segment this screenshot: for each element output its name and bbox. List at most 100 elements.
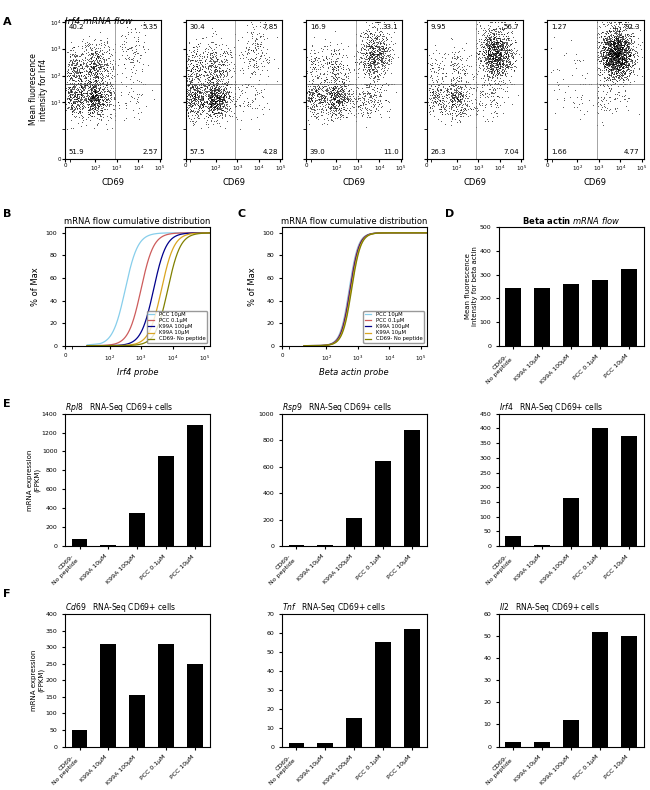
Point xyxy=(207,87,218,100)
Point xyxy=(599,52,610,65)
Point xyxy=(318,43,328,55)
Point xyxy=(272,62,283,74)
Point xyxy=(619,56,629,69)
Point xyxy=(189,89,200,102)
Point xyxy=(608,51,619,64)
Point xyxy=(95,98,105,111)
Point xyxy=(92,77,103,90)
Point xyxy=(611,43,621,55)
Point xyxy=(626,36,636,48)
Point xyxy=(618,56,629,69)
Point xyxy=(71,75,81,88)
Point xyxy=(346,88,357,100)
Point xyxy=(358,98,369,111)
Point xyxy=(88,84,99,96)
Point xyxy=(495,42,506,55)
Point xyxy=(495,72,505,85)
Point xyxy=(203,77,214,90)
Point xyxy=(87,95,98,107)
Point xyxy=(109,87,119,100)
Point xyxy=(610,16,620,28)
Point xyxy=(604,36,614,48)
Point xyxy=(186,74,196,87)
Point xyxy=(97,60,107,73)
Point xyxy=(483,46,493,58)
Point xyxy=(72,102,83,115)
Point xyxy=(611,39,621,51)
Point xyxy=(451,82,462,95)
Bar xyxy=(72,730,88,747)
PCC 10μM xyxy=(146,231,154,240)
Point xyxy=(214,109,225,122)
Point xyxy=(611,56,621,69)
Point xyxy=(500,49,510,62)
Point xyxy=(214,92,224,104)
Point xyxy=(379,36,389,49)
Point xyxy=(566,34,576,47)
Point xyxy=(88,77,99,90)
Point xyxy=(491,56,501,69)
Point xyxy=(94,51,104,64)
Point xyxy=(92,99,102,111)
Point xyxy=(216,93,227,106)
Point xyxy=(209,65,219,77)
Point xyxy=(226,93,237,106)
Point xyxy=(455,92,465,105)
Point xyxy=(365,27,376,40)
Point xyxy=(365,44,376,57)
Point xyxy=(193,77,203,90)
Point xyxy=(96,77,106,90)
Point xyxy=(211,97,222,110)
Point xyxy=(614,44,624,57)
Point xyxy=(494,44,504,57)
Point xyxy=(98,84,109,96)
Point xyxy=(212,92,222,104)
Point xyxy=(198,94,208,107)
Point xyxy=(203,79,214,92)
Point xyxy=(72,84,82,96)
Point xyxy=(72,65,82,77)
Point xyxy=(601,54,612,66)
Point xyxy=(331,55,341,68)
Point xyxy=(593,85,603,97)
Point xyxy=(191,70,202,83)
Point xyxy=(72,70,83,82)
Point xyxy=(194,104,205,117)
Point xyxy=(497,38,508,51)
Point xyxy=(67,99,77,111)
Point xyxy=(424,102,435,115)
Point xyxy=(315,77,325,90)
Point xyxy=(494,51,504,63)
Point xyxy=(506,58,517,70)
Point xyxy=(486,63,497,76)
Point xyxy=(615,45,625,58)
Point xyxy=(83,77,94,90)
Point xyxy=(602,32,612,44)
Point xyxy=(486,50,496,62)
Point xyxy=(330,92,341,105)
Point xyxy=(483,35,493,47)
Point xyxy=(613,54,623,66)
Point xyxy=(190,97,201,110)
Point xyxy=(99,81,110,93)
Point xyxy=(328,99,338,111)
Point xyxy=(192,81,203,93)
Point xyxy=(86,90,97,103)
Point xyxy=(248,43,258,56)
Point xyxy=(504,32,514,44)
Point xyxy=(183,64,194,77)
Point xyxy=(93,92,103,105)
Point xyxy=(617,53,627,66)
Point xyxy=(89,92,99,105)
Point xyxy=(92,77,103,90)
Point xyxy=(69,92,79,105)
Point xyxy=(484,28,494,41)
Point xyxy=(369,100,380,112)
Point xyxy=(338,109,348,122)
Point xyxy=(76,85,86,98)
Point xyxy=(216,101,226,114)
Point xyxy=(375,95,385,107)
Point xyxy=(428,86,438,99)
Point xyxy=(616,28,626,41)
Point xyxy=(196,50,207,62)
